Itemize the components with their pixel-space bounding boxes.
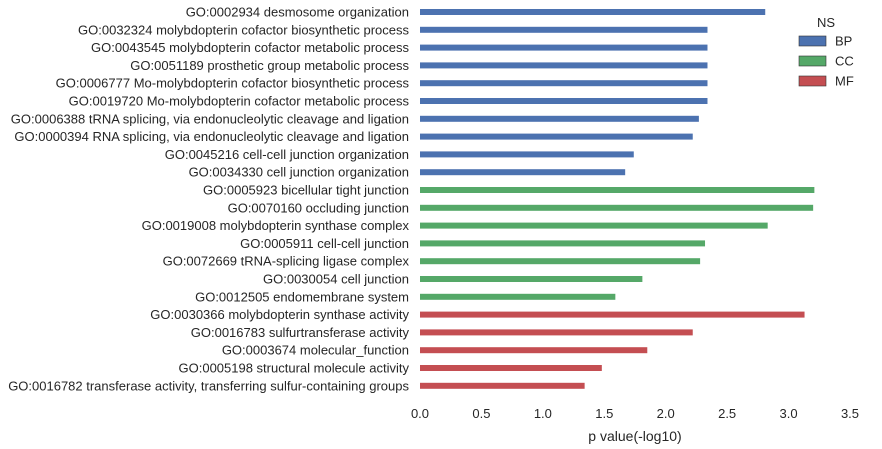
legend-swatch-mf (798, 75, 827, 87)
bar-5 (420, 80, 708, 87)
category-label: GO:0043545 molybdopterin cofactor metabo… (91, 40, 409, 55)
bar-17 (420, 293, 616, 300)
bar-13 (420, 222, 768, 229)
category-label: GO:0005923 bicellular tight junction (203, 183, 409, 198)
bar-1 (420, 9, 766, 15)
x-tick-label: 1.5 (595, 406, 613, 421)
legend-swatch-cc (798, 55, 827, 67)
category-label: GO:0051189 prosthetic group metabolic pr… (130, 58, 409, 73)
legend-entries: BP CC MF (798, 34, 854, 89)
category-label: GO:0045216 cell-cell junction organizati… (165, 147, 409, 162)
category-label: GO:0000394 RNA splicing, via endonucleol… (14, 129, 409, 144)
x-axis-label: p value(-log10) (588, 428, 681, 444)
x-tick-label: 2.0 (657, 406, 675, 421)
category-label: GO:0034330 cell junction organization (189, 165, 409, 180)
category-label: GO:0012505 endomembrane system (195, 289, 409, 304)
bar-7 (420, 115, 699, 122)
category-label: GO:0016782 transferase activity, transfe… (8, 378, 409, 393)
bar-10 (420, 169, 626, 176)
category-labels: GO:0002934 desmosome organization GO:0032… (8, 5, 409, 394)
category-label: GO:0019008 molybdopterin synthase comple… (142, 218, 410, 233)
category-label: GO:0005911 cell-cell junction (240, 236, 409, 251)
bar-20 (420, 347, 648, 354)
bar-12 (420, 204, 814, 211)
x-tick-label: 3.5 (841, 406, 859, 421)
legend: NS BP CC MF (798, 15, 854, 89)
x-tick-label: 1.0 (534, 406, 552, 421)
bar-22 (420, 382, 585, 389)
legend-label-bp: BP (835, 34, 852, 49)
bar-18 (420, 311, 805, 318)
category-label: GO:0072669 tRNA-splicing ligase complex (163, 254, 410, 269)
category-label: GO:0002934 desmosome organization (186, 5, 409, 20)
bar-8 (420, 133, 693, 140)
category-label: GO:0019720 Mo-molybdopterin cofactor met… (69, 94, 410, 109)
bar-6 (420, 98, 708, 104)
category-label: GO:0003674 molecular_function (222, 343, 409, 358)
bar-14 (420, 240, 706, 247)
bar-21 (420, 365, 602, 371)
bar-3 (420, 44, 708, 51)
category-label: GO:0005198 structural molecule activity (179, 361, 410, 376)
legend-label-cc: CC (835, 54, 854, 69)
x-tick-label: 3.0 (780, 406, 798, 421)
x-tick-label: 0.0 (411, 406, 429, 421)
category-label: GO:0032324 molybdopterin cofactor biosyn… (78, 22, 409, 37)
category-label: GO:0070160 occluding junction (228, 200, 409, 215)
bar-9 (420, 151, 634, 158)
bar-2 (420, 26, 708, 33)
bar-11 (420, 187, 815, 193)
bar-4 (420, 62, 708, 69)
category-label: GO:0006777 Mo-molybdopterin cofactor bio… (56, 76, 410, 91)
x-tick-label: 0.5 (472, 406, 490, 421)
bar-19 (420, 329, 693, 336)
category-label: GO:0016783 sulfurtransferase activity (191, 325, 410, 340)
legend-label-mf: MF (835, 74, 854, 89)
bar-16 (420, 276, 643, 282)
legend-swatch-bp (798, 35, 827, 47)
bars-layer (420, 9, 815, 389)
x-axis-ticks: 0.0 0.5 1.0 1.5 2.0 2.5 3.0 3.5 (411, 406, 859, 421)
bar-15 (420, 258, 701, 265)
category-label: GO:0006388 tRNA splicing, via endonucleo… (11, 111, 409, 126)
category-label: GO:0030366 molybdopterin synthase activi… (150, 307, 409, 322)
legend-title: NS (817, 15, 835, 30)
category-label: GO:0030054 cell junction (263, 272, 409, 287)
x-tick-label: 2.5 (718, 406, 736, 421)
